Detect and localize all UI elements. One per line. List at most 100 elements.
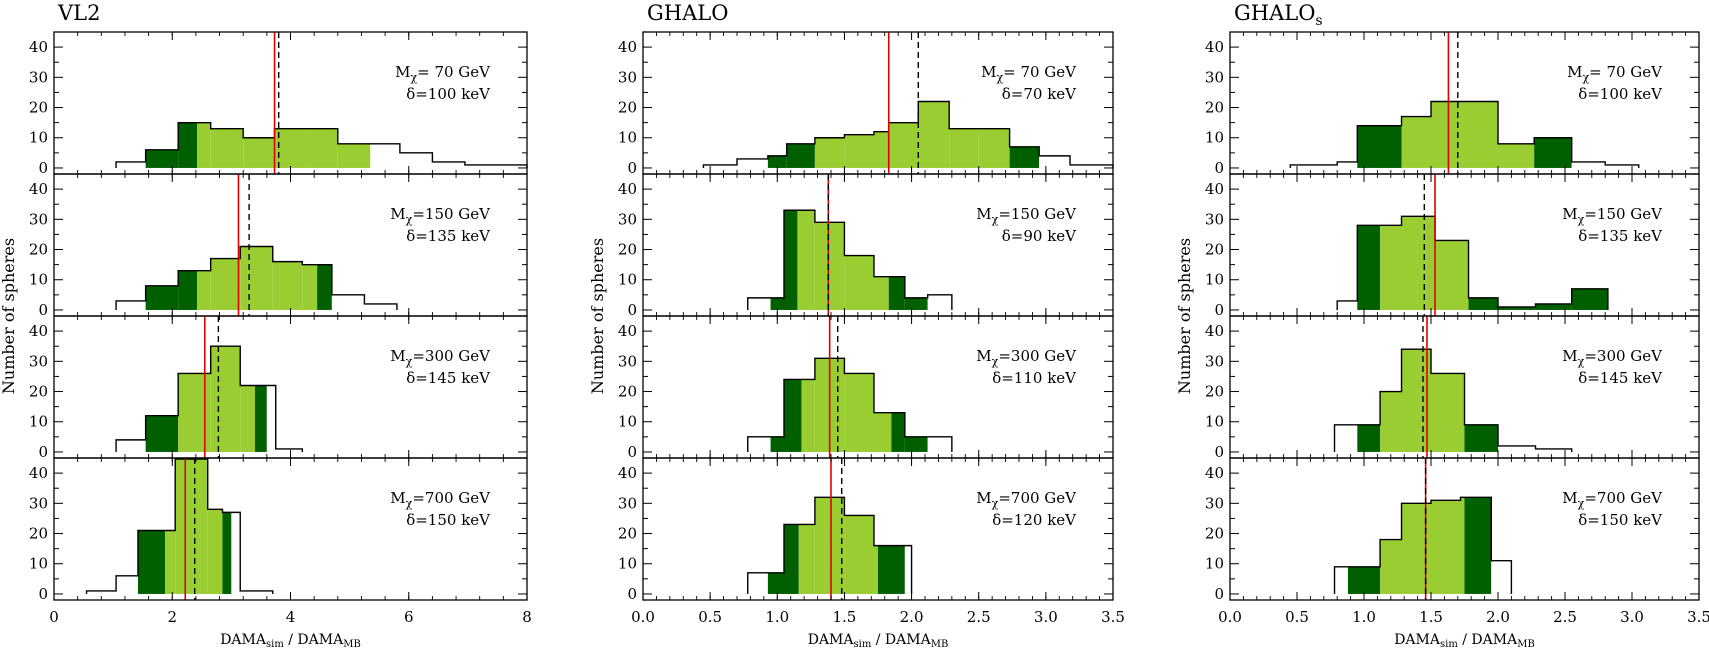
y-axis-label: Number of spheres — [588, 238, 607, 394]
histogram-bar — [1290, 164, 1338, 168]
histogram-bar — [798, 524, 815, 594]
y-tick-label: 20 — [29, 525, 48, 543]
x-axis-label: DAMAsim / DAMAMB — [1394, 632, 1535, 649]
histogram-bar — [240, 590, 273, 594]
x-tick-label: 0.0 — [1218, 608, 1242, 626]
histogram-bar — [1535, 448, 1572, 452]
histogram-bar — [904, 436, 928, 452]
histogram-bar — [178, 122, 198, 168]
y-tick-label: 30 — [618, 494, 637, 512]
histogram-bar — [337, 143, 371, 168]
histogram-bar — [1422, 349, 1427, 452]
delta-annotation: δ=120 keV — [992, 511, 1077, 529]
y-tick-label: 30 — [1205, 352, 1224, 370]
x-tick-label: 3.5 — [1101, 608, 1125, 626]
histogram-bar — [829, 358, 845, 452]
histogram-bar — [784, 210, 798, 310]
histogram-bar — [873, 276, 889, 310]
y-tick-label: 0 — [627, 159, 637, 177]
histogram-bar — [797, 210, 815, 310]
y-tick-label: 10 — [618, 271, 637, 289]
delta-annotation: δ=150 keV — [1578, 511, 1663, 529]
histogram-bar — [1070, 164, 1113, 168]
y-tick-label: 20 — [29, 241, 48, 259]
y-tick-label: 30 — [29, 352, 48, 370]
histogram-bar — [767, 155, 787, 168]
y-tick-label: 30 — [29, 494, 48, 512]
histogram-bar — [364, 303, 397, 310]
histogram-bar — [145, 285, 179, 310]
mass-annotation: Mχ=700 GeV — [976, 489, 1077, 510]
delta-annotation: δ=135 keV — [1578, 227, 1663, 245]
histogram-bar — [116, 161, 146, 168]
histogram-bar — [464, 164, 498, 168]
histogram-bar — [1460, 497, 1465, 594]
y-tick-label: 30 — [618, 68, 637, 86]
y-tick-label: 30 — [1205, 68, 1224, 86]
histogram-bar — [1426, 349, 1431, 452]
delta-annotation: δ=145 keV — [406, 369, 491, 387]
histogram-bar — [784, 524, 799, 594]
x-tick-label: 6 — [404, 608, 414, 626]
y-tick-label: 40 — [618, 464, 637, 482]
y-tick-label: 0 — [1214, 443, 1224, 461]
y-tick-label: 20 — [1205, 525, 1224, 543]
histogram-bar — [210, 128, 244, 168]
y-tick-label: 40 — [29, 322, 48, 340]
histogram-bar — [1535, 303, 1572, 310]
histogram-bar — [1571, 161, 1606, 168]
histogram-outline — [85, 458, 274, 594]
histogram-bar — [1468, 297, 1498, 310]
y-tick-label: 30 — [618, 210, 637, 228]
histogram-bar — [747, 436, 771, 452]
column-title: GHALO — [647, 1, 728, 25]
delta-annotation: δ=70 keV — [1002, 85, 1077, 103]
histogram-bar — [878, 545, 905, 594]
histogram-bar — [116, 300, 146, 310]
histogram-bar — [814, 358, 830, 452]
histogram-bar — [255, 385, 267, 452]
mass-annotation: Mχ= 70 GeV — [981, 63, 1077, 84]
y-tick-label: 30 — [1205, 494, 1224, 512]
histogram-bar — [1039, 155, 1071, 168]
y-tick-label: 0 — [1214, 585, 1224, 603]
histogram-bar — [197, 122, 211, 168]
y-tick-label: 0 — [38, 301, 48, 319]
x-tick-label: 8 — [522, 608, 532, 626]
mass-annotation: Mχ=300 GeV — [390, 347, 491, 368]
x-tick-label: 4 — [286, 608, 296, 626]
y-tick-label: 20 — [1205, 383, 1224, 401]
mass-annotation: Mχ=150 GeV — [976, 205, 1077, 226]
delta-annotation: δ=100 keV — [1578, 85, 1663, 103]
histogram-bar — [703, 164, 737, 168]
mass-annotation: Mχ=700 GeV — [390, 489, 491, 510]
histogram-bar — [1491, 560, 1512, 594]
x-tick-label: 2 — [167, 608, 177, 626]
x-tick-label: 1.5 — [1419, 608, 1443, 626]
y-tick-label: 20 — [29, 99, 48, 117]
delta-annotation: δ=110 keV — [992, 369, 1077, 387]
histogram-bar — [978, 128, 1010, 168]
y-tick-label: 20 — [1205, 241, 1224, 259]
x-tick-label: 0.0 — [631, 608, 655, 626]
histogram-bar — [767, 572, 784, 594]
histogram-bar — [222, 512, 232, 594]
y-tick-label: 20 — [29, 383, 48, 401]
histogram-bar — [1401, 349, 1423, 452]
histogram-bar — [770, 297, 784, 310]
histogram-bar — [249, 246, 273, 310]
y-tick-label: 40 — [1205, 180, 1224, 198]
y-tick-label: 40 — [1205, 464, 1224, 482]
panel-frame — [53, 315, 528, 459]
y-tick-label: 10 — [29, 555, 48, 573]
histogram-outline — [1336, 215, 1609, 310]
histogram-bar — [891, 412, 905, 452]
x-tick-label: 2.5 — [1553, 608, 1577, 626]
histogram-bar — [927, 436, 952, 452]
